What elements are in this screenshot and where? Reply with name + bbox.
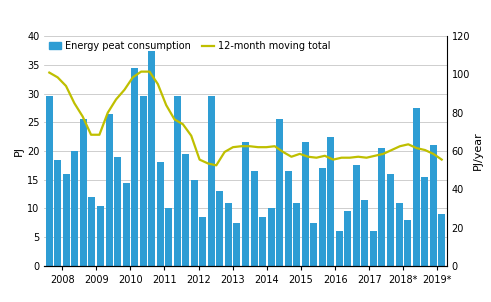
Bar bbox=[370, 231, 377, 266]
Bar bbox=[106, 114, 112, 266]
Bar bbox=[353, 165, 360, 266]
Bar bbox=[285, 171, 292, 266]
Bar bbox=[327, 137, 334, 266]
Y-axis label: PJ: PJ bbox=[14, 146, 24, 156]
Bar bbox=[123, 182, 130, 266]
Bar bbox=[242, 143, 249, 266]
Bar bbox=[259, 217, 266, 266]
Bar bbox=[276, 119, 283, 266]
Bar bbox=[319, 168, 326, 266]
Bar bbox=[396, 203, 403, 266]
Bar bbox=[268, 208, 274, 266]
Bar bbox=[97, 205, 104, 266]
Bar bbox=[336, 231, 343, 266]
Bar bbox=[148, 50, 155, 266]
Bar bbox=[217, 191, 223, 266]
Bar bbox=[63, 174, 70, 266]
Bar bbox=[165, 208, 172, 266]
Bar bbox=[421, 177, 428, 266]
Bar bbox=[55, 159, 61, 266]
Bar bbox=[293, 203, 300, 266]
Bar bbox=[225, 203, 232, 266]
Bar bbox=[379, 148, 385, 266]
Bar bbox=[344, 211, 352, 266]
Bar bbox=[208, 97, 215, 266]
Bar bbox=[361, 200, 368, 266]
Bar bbox=[80, 119, 87, 266]
Bar bbox=[191, 180, 198, 266]
Bar bbox=[46, 97, 53, 266]
Bar bbox=[404, 220, 411, 266]
Bar bbox=[131, 68, 138, 266]
Y-axis label: PJ/year: PJ/year bbox=[473, 132, 483, 170]
Bar bbox=[139, 97, 147, 266]
Bar bbox=[114, 157, 121, 266]
Bar bbox=[412, 108, 420, 266]
Bar bbox=[310, 223, 317, 266]
Legend: Energy peat consumption, 12-month moving total: Energy peat consumption, 12-month moving… bbox=[49, 41, 330, 51]
Bar bbox=[199, 217, 206, 266]
Bar bbox=[182, 154, 190, 266]
Bar bbox=[301, 143, 309, 266]
Bar bbox=[157, 162, 164, 266]
Bar bbox=[234, 223, 241, 266]
Bar bbox=[250, 171, 257, 266]
Bar bbox=[88, 197, 95, 266]
Bar bbox=[438, 214, 445, 266]
Bar bbox=[174, 97, 181, 266]
Bar bbox=[430, 145, 436, 266]
Bar bbox=[71, 151, 79, 266]
Bar bbox=[387, 174, 394, 266]
